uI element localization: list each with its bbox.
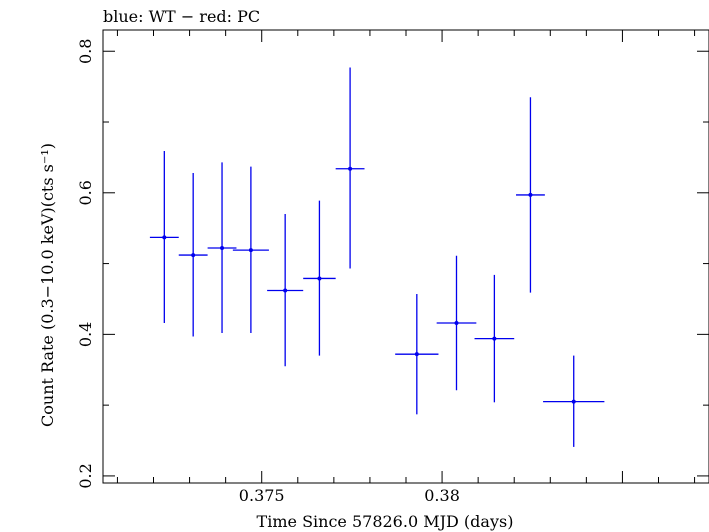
chart-title: blue: WT − red: PC (103, 7, 260, 26)
point-marker-4 (283, 288, 288, 293)
y-tick-label-0: 0.2 (76, 463, 95, 488)
point-marker-10 (528, 192, 533, 197)
data-point-8 (436, 255, 477, 391)
data-point-7 (395, 294, 439, 415)
point-marker-8 (454, 321, 459, 326)
data-points (149, 67, 605, 447)
y-tick-label-1: 0.4 (76, 322, 95, 347)
point-marker-9 (492, 336, 497, 341)
point-marker-5 (317, 276, 322, 281)
x-axis-ticks: 0.375 0.38 (239, 30, 460, 505)
point-marker-11 (571, 399, 576, 404)
x-tick-label-0: 0.375 (239, 486, 285, 505)
data-point-9 (474, 274, 515, 403)
data-point-5 (303, 200, 336, 356)
point-marker-0 (162, 235, 167, 240)
y-axis-label: Count Rate (0.3−10.0 keV)(cts s⁻¹) (38, 143, 57, 427)
point-marker-6 (348, 166, 353, 171)
y-tick-label-3: 0.8 (76, 39, 95, 64)
point-marker-2 (220, 246, 225, 251)
data-point-0 (149, 151, 179, 324)
data-point-10 (516, 97, 545, 293)
x-axis-label: Time Since 57826.0 MJD (days) (257, 512, 514, 531)
data-point-3 (232, 166, 269, 333)
y-tick-label-2: 0.6 (76, 180, 95, 205)
x-tick-label-1: 0.38 (424, 486, 460, 505)
y-axis-ticks: 0.2 0.4 0.6 0.8 (76, 39, 709, 489)
point-marker-1 (191, 253, 196, 258)
data-point-11 (543, 355, 605, 447)
point-marker-3 (248, 248, 253, 253)
data-point-2 (207, 162, 237, 333)
data-point-6 (335, 67, 365, 269)
data-point-4 (267, 214, 304, 367)
minor-ticks (103, 30, 709, 483)
data-point-1 (178, 172, 208, 337)
point-marker-7 (414, 352, 419, 357)
